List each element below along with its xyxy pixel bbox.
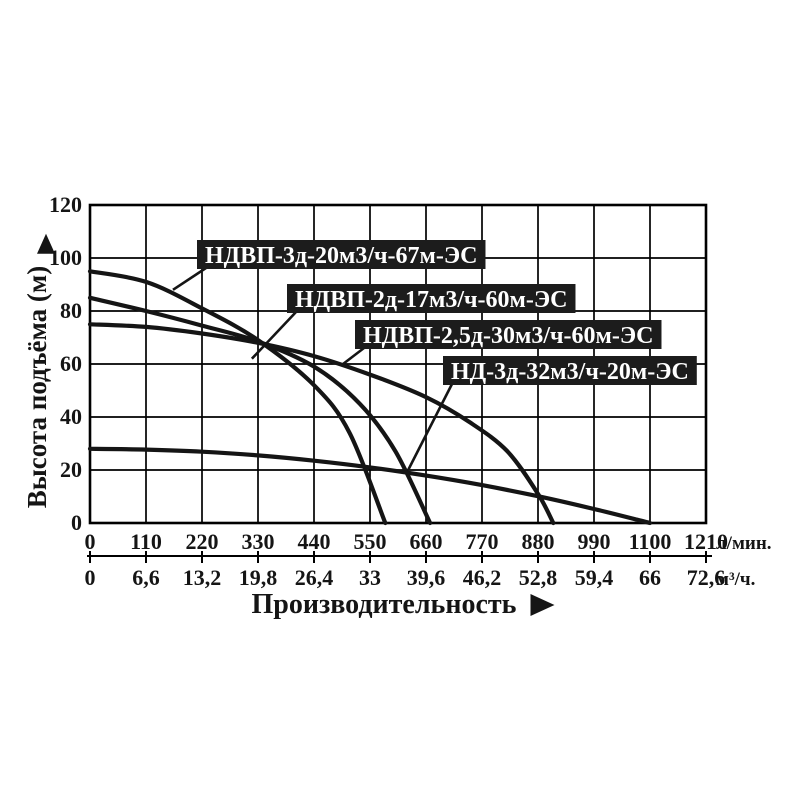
x-tick-label-m3h: 72,6 xyxy=(687,565,726,590)
x-tick-label-m3h: 26,4 xyxy=(295,565,334,590)
x-tick-label-lmin: 440 xyxy=(298,529,331,554)
y-tick-label: 0 xyxy=(71,510,82,535)
curve-label-leader-1 xyxy=(172,266,207,291)
x-tick-label-m3h: 46,2 xyxy=(463,565,502,590)
curve-label-box-4 xyxy=(443,356,697,385)
y-tick-label: 40 xyxy=(60,404,82,429)
curve-label-box-1 xyxy=(197,240,486,269)
x-tick-label-lmin: 990 xyxy=(578,529,611,554)
x-tick-label-m3h: 19,8 xyxy=(239,565,278,590)
curve-label-box-2 xyxy=(287,284,576,313)
x-tick-label-lmin: 220 xyxy=(186,529,219,554)
curve-label-text-3: НДВП-2,5д-30м3/ч-60м-ЭС xyxy=(363,323,653,349)
x-tick-label-lmin: 550 xyxy=(354,529,387,554)
pump-curve-2 xyxy=(87,295,433,526)
x-tick-label-lmin: 1210 xyxy=(684,529,728,554)
x-axis-title: Производительность xyxy=(252,589,517,620)
x-tick-label-m3h: 59,4 xyxy=(575,565,614,590)
x-tick-label-m3h: 0 xyxy=(85,565,96,590)
curve-label-text-1: НДВП-3д-20м3/ч-67м-ЭС xyxy=(205,243,477,269)
x-tick-label-lmin: 330 xyxy=(242,529,275,554)
x-tick-label-lmin: 660 xyxy=(410,529,443,554)
x-tick-label-lmin: 1100 xyxy=(629,529,672,554)
x-tick-label-m3h: 13,2 xyxy=(183,565,222,590)
curve-label-text-2: НДВП-2д-17м3/ч-60м-ЭС xyxy=(295,287,567,313)
x-tick-label-lmin: 110 xyxy=(130,529,162,554)
curve-label-leader-4 xyxy=(407,383,454,471)
x-tick-label-m3h: 66 xyxy=(639,565,661,590)
y-tick-label: 120 xyxy=(49,192,82,217)
x-axis-unit-m3h: м³/ч. xyxy=(716,569,755,590)
x-tick-label-lmin: 0 xyxy=(85,529,96,554)
y-tick-label: 100 xyxy=(49,245,82,270)
x-axis-unit-lmin: л/мин. xyxy=(716,533,772,554)
curve-label-box-3 xyxy=(355,320,662,349)
curve-label-leader-2 xyxy=(250,311,297,360)
y-tick-label: 60 xyxy=(60,351,82,376)
x-tick-label-m3h: 39,6 xyxy=(407,565,446,590)
pump-curve-3 xyxy=(87,322,556,526)
x-tick-label-m3h: 33 xyxy=(359,565,381,590)
up-arrow-icon xyxy=(37,233,55,254)
x-tick-label-m3h: 52,8 xyxy=(519,565,558,590)
x-tick-label-lmin: 880 xyxy=(522,529,555,554)
plot-frame xyxy=(88,203,708,525)
y-tick-label: 20 xyxy=(60,457,82,482)
y-axis-label: Высота подъёма (м) xyxy=(22,266,52,509)
curve-label-leader-3 xyxy=(342,346,365,366)
x-tick-label-m3h: 6,6 xyxy=(132,565,160,590)
x-tick-label-lmin: 770 xyxy=(466,529,499,554)
right-arrow-icon xyxy=(530,594,555,616)
pump-curve-4 xyxy=(87,446,653,526)
y-tick-label: 80 xyxy=(60,298,82,323)
curve-label-text-4: НД-3д-32м3/ч-20м-ЭС xyxy=(451,359,689,385)
